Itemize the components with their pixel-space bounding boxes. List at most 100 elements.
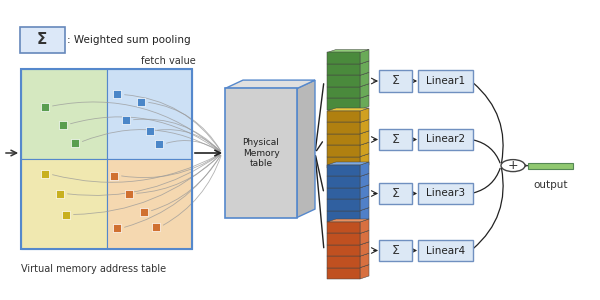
FancyBboxPatch shape bbox=[21, 159, 107, 249]
Point bbox=[112, 92, 122, 97]
Polygon shape bbox=[360, 142, 369, 157]
Polygon shape bbox=[327, 162, 369, 165]
FancyBboxPatch shape bbox=[327, 75, 360, 87]
Text: Linear1: Linear1 bbox=[426, 76, 465, 86]
Point bbox=[70, 140, 80, 145]
FancyBboxPatch shape bbox=[327, 222, 360, 233]
FancyBboxPatch shape bbox=[327, 64, 360, 75]
Point bbox=[112, 226, 122, 230]
Polygon shape bbox=[297, 80, 315, 218]
FancyBboxPatch shape bbox=[107, 159, 192, 249]
Polygon shape bbox=[327, 61, 369, 64]
Polygon shape bbox=[327, 230, 369, 233]
Text: Σ: Σ bbox=[391, 74, 400, 88]
Polygon shape bbox=[360, 162, 369, 176]
Polygon shape bbox=[327, 196, 369, 199]
Point bbox=[151, 224, 161, 229]
Polygon shape bbox=[360, 196, 369, 211]
Text: fetch value: fetch value bbox=[141, 56, 196, 67]
Polygon shape bbox=[360, 72, 369, 87]
FancyBboxPatch shape bbox=[225, 88, 297, 218]
Polygon shape bbox=[360, 108, 369, 122]
Text: Σ: Σ bbox=[391, 244, 400, 257]
FancyBboxPatch shape bbox=[379, 70, 412, 92]
Point bbox=[139, 209, 149, 214]
FancyBboxPatch shape bbox=[327, 111, 360, 122]
Point bbox=[145, 128, 155, 133]
Polygon shape bbox=[327, 72, 369, 75]
Polygon shape bbox=[360, 253, 369, 268]
Polygon shape bbox=[360, 230, 369, 245]
Point bbox=[136, 100, 146, 104]
Polygon shape bbox=[327, 242, 369, 245]
Polygon shape bbox=[360, 119, 369, 134]
Text: +: + bbox=[508, 159, 518, 172]
Polygon shape bbox=[360, 154, 369, 168]
FancyBboxPatch shape bbox=[418, 128, 473, 150]
Polygon shape bbox=[327, 265, 369, 268]
Polygon shape bbox=[327, 208, 369, 211]
Polygon shape bbox=[327, 131, 369, 134]
Polygon shape bbox=[327, 253, 369, 256]
FancyBboxPatch shape bbox=[379, 128, 412, 150]
Polygon shape bbox=[225, 80, 315, 88]
Polygon shape bbox=[360, 50, 369, 64]
Polygon shape bbox=[360, 265, 369, 279]
FancyBboxPatch shape bbox=[327, 176, 360, 188]
FancyBboxPatch shape bbox=[327, 188, 360, 199]
Point bbox=[109, 173, 119, 178]
FancyBboxPatch shape bbox=[327, 199, 360, 211]
Text: : Weighted sum pooling: : Weighted sum pooling bbox=[67, 35, 190, 45]
Polygon shape bbox=[360, 84, 369, 98]
Polygon shape bbox=[327, 154, 369, 157]
FancyBboxPatch shape bbox=[327, 157, 360, 168]
Polygon shape bbox=[360, 173, 369, 188]
Polygon shape bbox=[327, 119, 369, 122]
Point bbox=[124, 191, 134, 196]
Polygon shape bbox=[360, 242, 369, 256]
Polygon shape bbox=[327, 185, 369, 188]
Text: Linear3: Linear3 bbox=[426, 188, 465, 199]
FancyBboxPatch shape bbox=[327, 98, 360, 110]
FancyBboxPatch shape bbox=[327, 165, 360, 176]
FancyBboxPatch shape bbox=[379, 239, 412, 261]
Polygon shape bbox=[360, 95, 369, 109]
Polygon shape bbox=[327, 173, 369, 176]
Point bbox=[40, 172, 50, 176]
FancyBboxPatch shape bbox=[107, 69, 192, 159]
Point bbox=[61, 212, 71, 217]
FancyBboxPatch shape bbox=[418, 182, 473, 205]
Point bbox=[121, 118, 131, 122]
Polygon shape bbox=[360, 219, 369, 233]
FancyBboxPatch shape bbox=[327, 145, 360, 157]
FancyBboxPatch shape bbox=[327, 211, 360, 222]
FancyBboxPatch shape bbox=[327, 256, 360, 268]
FancyBboxPatch shape bbox=[327, 122, 360, 134]
Point bbox=[154, 142, 164, 146]
Circle shape bbox=[501, 160, 525, 172]
FancyBboxPatch shape bbox=[327, 52, 360, 64]
Text: Linear4: Linear4 bbox=[426, 245, 465, 256]
Text: Σ: Σ bbox=[391, 187, 400, 200]
Polygon shape bbox=[360, 185, 369, 199]
Polygon shape bbox=[360, 208, 369, 222]
FancyBboxPatch shape bbox=[327, 134, 360, 145]
Polygon shape bbox=[327, 95, 369, 98]
Polygon shape bbox=[327, 108, 369, 111]
Point bbox=[40, 104, 50, 109]
FancyBboxPatch shape bbox=[21, 69, 107, 159]
Text: Linear2: Linear2 bbox=[426, 134, 465, 145]
Point bbox=[58, 122, 68, 127]
Polygon shape bbox=[360, 61, 369, 75]
Text: output: output bbox=[533, 180, 568, 190]
FancyBboxPatch shape bbox=[327, 268, 360, 279]
Text: Virtual memory address table: Virtual memory address table bbox=[21, 263, 166, 274]
Polygon shape bbox=[327, 50, 369, 52]
FancyBboxPatch shape bbox=[418, 70, 473, 92]
FancyBboxPatch shape bbox=[20, 27, 65, 52]
FancyBboxPatch shape bbox=[327, 245, 360, 256]
FancyBboxPatch shape bbox=[327, 87, 360, 98]
Polygon shape bbox=[327, 219, 369, 222]
Text: Σ: Σ bbox=[391, 133, 400, 146]
Polygon shape bbox=[327, 84, 369, 87]
